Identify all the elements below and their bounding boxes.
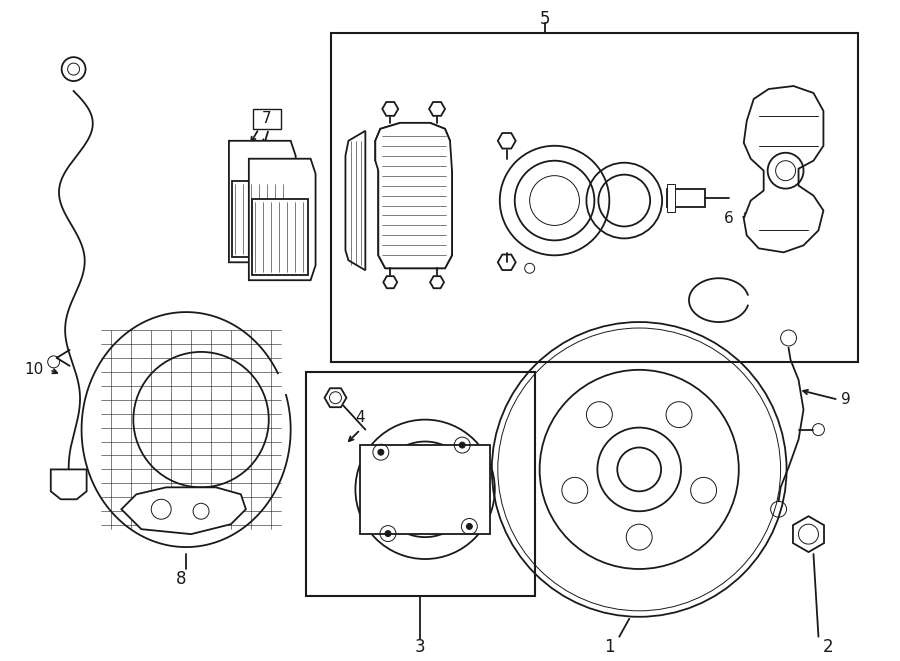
Text: 1: 1 — [604, 638, 615, 656]
Bar — [667, 184, 675, 212]
Polygon shape — [429, 102, 445, 116]
Polygon shape — [375, 123, 452, 268]
Polygon shape — [430, 276, 444, 288]
Polygon shape — [378, 171, 452, 268]
Polygon shape — [498, 254, 516, 270]
Polygon shape — [383, 276, 397, 288]
Polygon shape — [232, 180, 288, 257]
Polygon shape — [325, 388, 346, 407]
Polygon shape — [498, 133, 516, 149]
Polygon shape — [50, 469, 86, 499]
Text: 8: 8 — [176, 570, 186, 588]
Polygon shape — [229, 141, 296, 262]
Polygon shape — [382, 102, 398, 116]
Polygon shape — [793, 516, 824, 552]
Bar — [360, 444, 490, 534]
Circle shape — [378, 449, 383, 455]
Circle shape — [525, 263, 535, 273]
Bar — [306, 372, 535, 596]
Bar — [330, 33, 859, 362]
Text: 9: 9 — [842, 392, 851, 407]
Polygon shape — [346, 131, 365, 270]
Polygon shape — [375, 123, 450, 176]
Polygon shape — [122, 487, 246, 534]
Text: 3: 3 — [415, 638, 426, 656]
Circle shape — [133, 352, 269, 487]
Text: 6: 6 — [724, 211, 733, 226]
Circle shape — [385, 531, 391, 537]
Text: 2: 2 — [824, 638, 833, 656]
Polygon shape — [82, 312, 291, 547]
Bar — [667, 188, 705, 206]
Bar — [253, 109, 281, 129]
Polygon shape — [252, 198, 308, 275]
Text: 5: 5 — [539, 11, 550, 28]
Text: 7: 7 — [262, 112, 272, 126]
Polygon shape — [248, 159, 316, 280]
Polygon shape — [743, 86, 824, 253]
Circle shape — [459, 442, 465, 448]
Circle shape — [466, 524, 472, 529]
Text: 10: 10 — [24, 362, 43, 377]
Text: 4: 4 — [356, 410, 365, 425]
